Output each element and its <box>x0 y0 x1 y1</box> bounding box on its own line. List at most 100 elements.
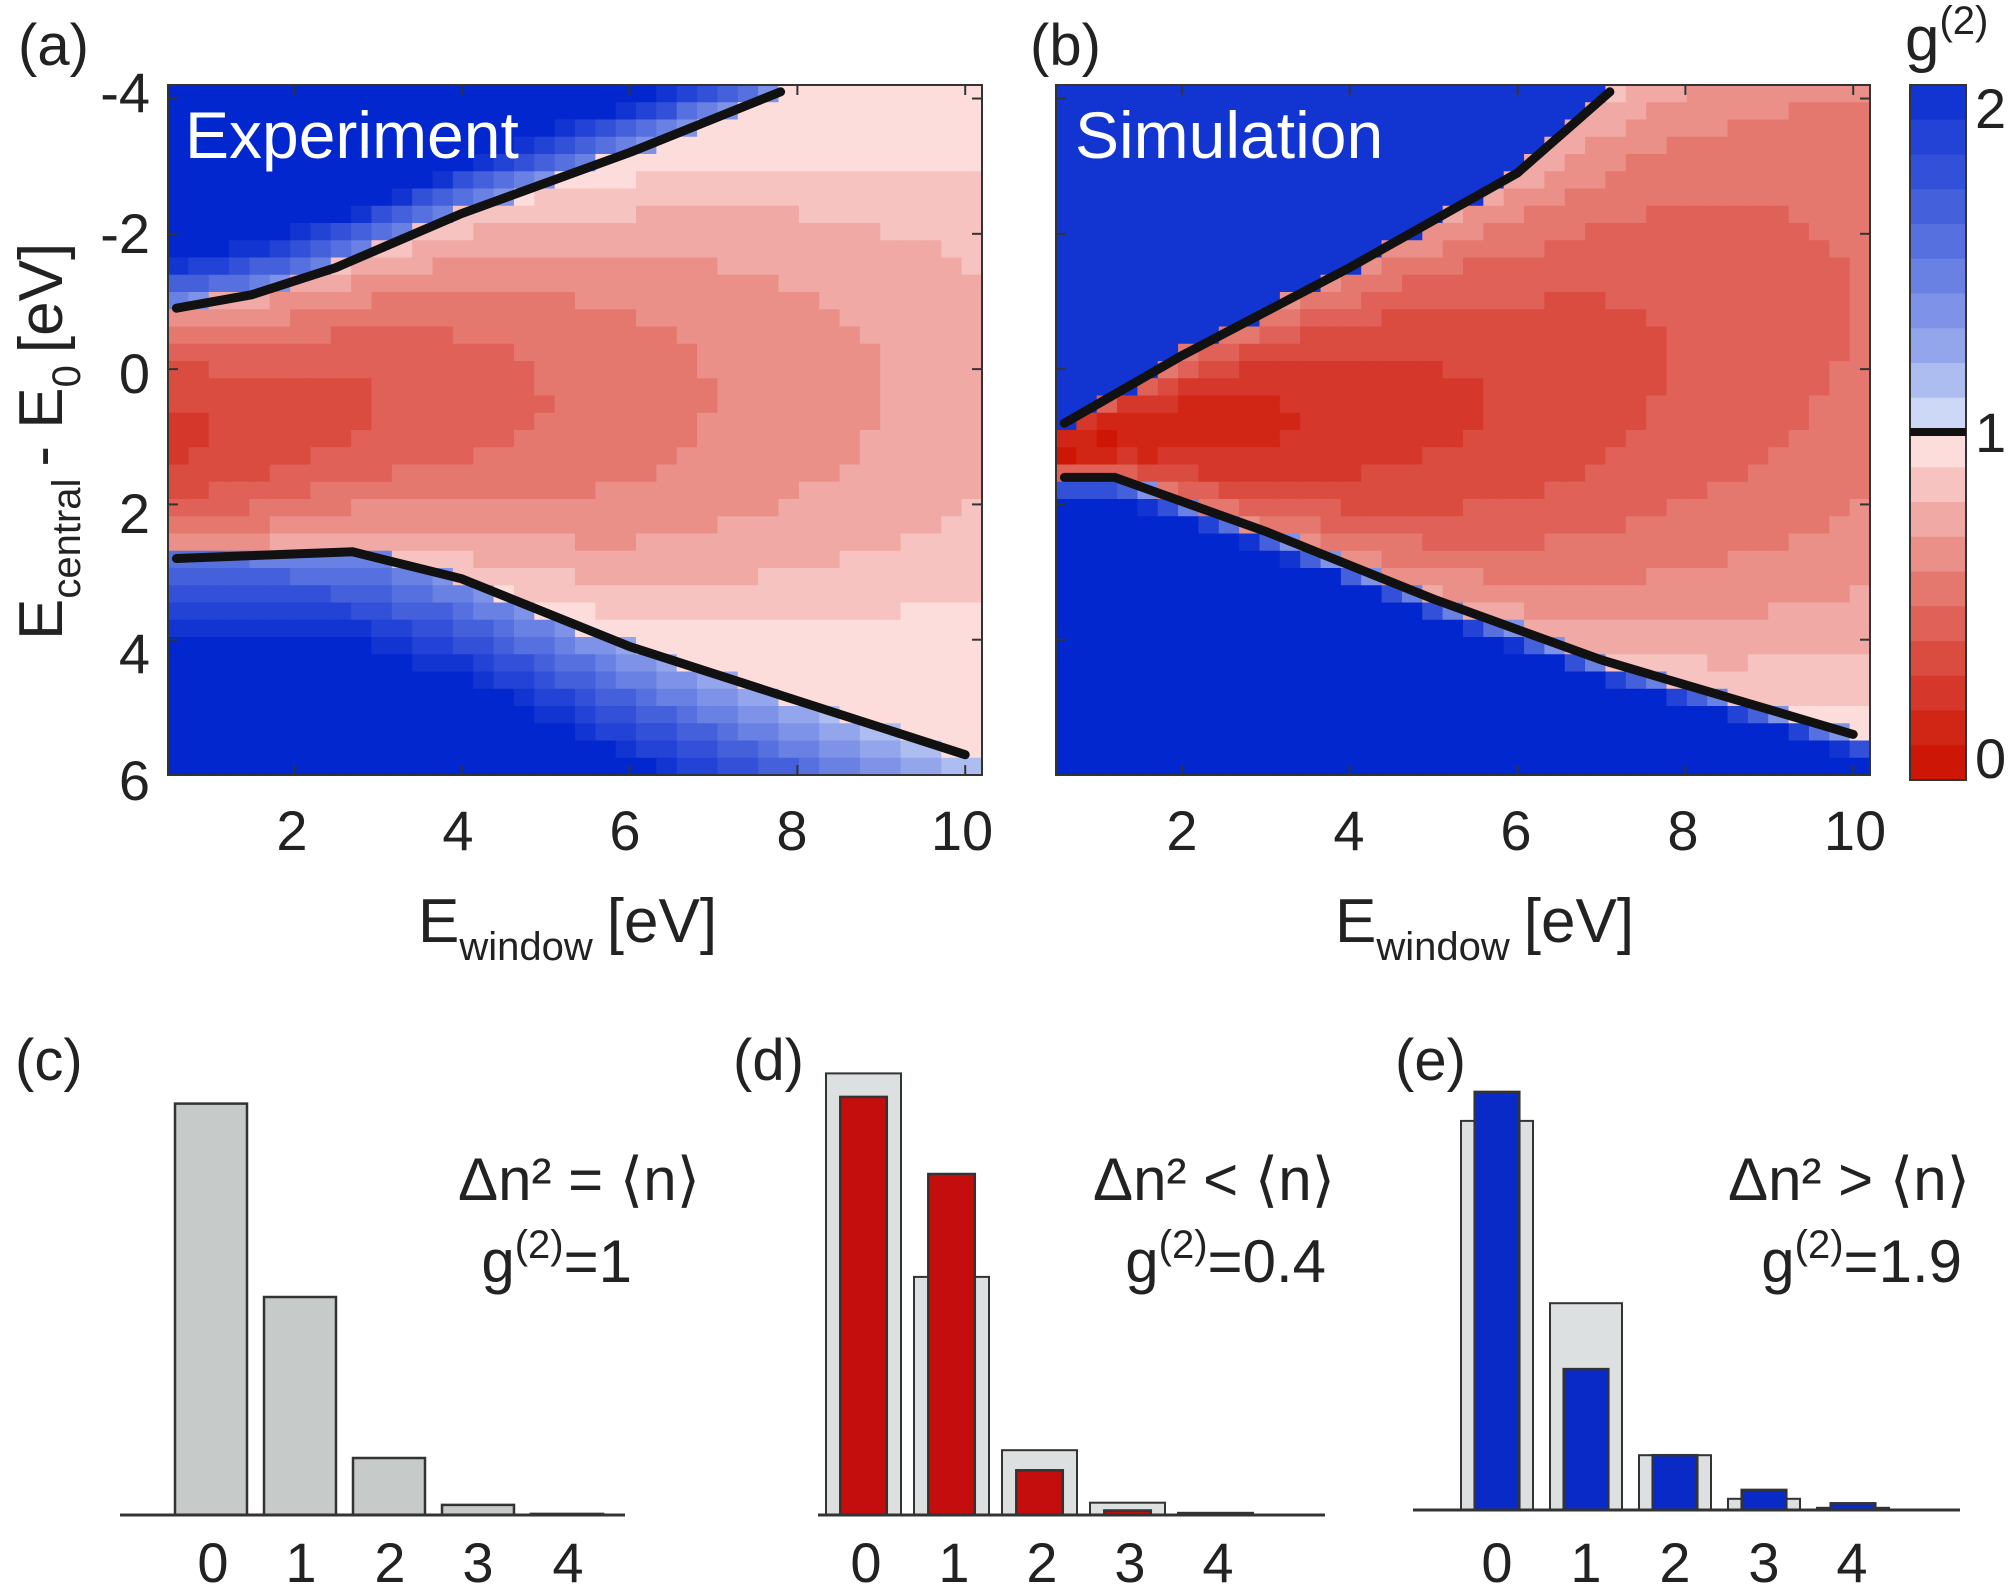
colorbar-cell <box>1910 675 1966 712</box>
heatmap-cell <box>1300 464 1322 483</box>
heatmap-cell <box>269 205 291 224</box>
heatmap-cell <box>1422 292 1444 310</box>
heatmap-cell <box>1707 447 1729 466</box>
heatmap-cell <box>900 309 922 328</box>
heatmap-cell <box>1646 119 1668 138</box>
heatmap-cell <box>1524 240 1545 259</box>
heatmap-cell <box>941 119 963 138</box>
heatmap-cell <box>493 430 515 448</box>
heatmap-cell <box>208 602 230 621</box>
heatmap-cell <box>1747 171 1769 190</box>
heatmap-cell <box>1117 223 1138 241</box>
heatmap-cell <box>493 274 515 293</box>
heatmap-cell <box>310 533 332 552</box>
heatmap-cell <box>575 637 596 655</box>
heatmap-cell <box>1707 516 1729 535</box>
heatmap-cell <box>1605 602 1627 621</box>
heatmap-cell <box>880 343 902 362</box>
heatmap-cell <box>1483 430 1505 448</box>
heatmap-cell <box>1707 533 1729 552</box>
heatmap-cell <box>1218 257 1240 276</box>
heatmap-cell <box>168 378 189 397</box>
heatmap-cell <box>1463 671 1484 690</box>
heatmap-cell <box>656 619 678 638</box>
heatmap-cell <box>1849 602 1871 621</box>
heatmap-cell <box>1463 723 1484 742</box>
heatmap-cell <box>900 378 922 397</box>
heatmap-cell <box>1300 205 1322 224</box>
heatmap-cell <box>1808 205 1830 224</box>
heatmap-cell <box>1686 240 1708 259</box>
heatmap-cell <box>778 395 800 414</box>
heatmap-cell <box>1117 292 1138 310</box>
heatmap-cell <box>1300 188 1322 207</box>
heatmap-cell <box>819 378 841 397</box>
heatmap-cell <box>1381 688 1403 707</box>
heatmap-cell <box>208 102 230 121</box>
heatmap-cell <box>168 533 189 552</box>
heatmap-cell <box>473 85 495 103</box>
heatmap-cell <box>452 447 474 466</box>
heatmap-cell <box>839 257 861 276</box>
heatmap-cell <box>432 257 454 276</box>
heatmap-cell <box>819 481 841 500</box>
heatmap-cell <box>595 119 617 138</box>
heatmap-cell <box>1442 568 1464 586</box>
heatmap-cell <box>351 723 373 742</box>
heatmap-cell <box>1361 154 1383 172</box>
heatmap-cell <box>1198 723 1220 742</box>
heatmap-cell <box>473 240 495 259</box>
heatmap-cell <box>1666 550 1688 569</box>
heatmap-cell <box>1808 740 1830 759</box>
heatmap-cell <box>636 240 657 259</box>
heatmap-cell <box>819 412 841 431</box>
heatmap-cell <box>1666 223 1688 241</box>
heatmap-cell <box>1361 205 1383 224</box>
heatmap-cell <box>1239 757 1261 776</box>
heatmap-cell <box>1605 361 1627 379</box>
heatmap-cell <box>1788 309 1810 328</box>
heatmap-cell <box>1849 516 1871 535</box>
heatmap-cell <box>1361 136 1383 155</box>
heatmap-cell <box>1788 274 1810 293</box>
heatmap-cell <box>351 412 373 431</box>
heatmap-cell <box>1625 119 1647 138</box>
heatmap-cell <box>1279 740 1301 759</box>
heatmap-cell <box>1096 119 1118 138</box>
heatmap-cell <box>778 464 800 483</box>
heatmap-cell <box>737 223 759 241</box>
heatmap-cell <box>1707 619 1729 638</box>
heatmap-cell <box>859 533 881 552</box>
heatmap-cell <box>1605 447 1627 466</box>
heatmap-cell <box>1320 171 1342 190</box>
heatmap-cell <box>249 533 271 552</box>
heatmap-cell <box>1483 654 1505 673</box>
heatmap-cell <box>371 119 393 138</box>
heatmap-cell <box>1747 223 1769 241</box>
heatmap-cell <box>1117 171 1138 190</box>
heatmap-cell <box>188 85 210 103</box>
heatmap-cell <box>1239 481 1261 500</box>
heatmap-cell <box>1279 326 1301 345</box>
heatmap-cell <box>493 223 515 241</box>
heatmap-cell <box>1666 688 1688 707</box>
heatmap-cell <box>1849 171 1871 190</box>
heatmap-cell <box>513 395 535 414</box>
heatmap-cell <box>1768 585 1790 604</box>
heatmap-cell <box>737 343 759 362</box>
heatmap-cell <box>310 481 332 500</box>
heatmap-cell <box>1788 637 1810 655</box>
heatmap-cell <box>452 309 474 328</box>
heatmap-cell <box>1625 205 1647 224</box>
heatmap-cell <box>473 464 495 483</box>
heatmap-cell <box>1625 136 1647 155</box>
heatmap-cell <box>595 568 617 586</box>
heatmap-cell <box>656 723 678 742</box>
heatmap-cell <box>1707 430 1729 448</box>
heatmap-cell <box>269 343 291 362</box>
bar <box>1473 1090 1521 1512</box>
heatmap-cell <box>1218 343 1240 362</box>
heatmap-cell <box>717 585 739 604</box>
heatmap-cell <box>188 447 210 466</box>
heatmap-cell <box>1686 550 1708 569</box>
